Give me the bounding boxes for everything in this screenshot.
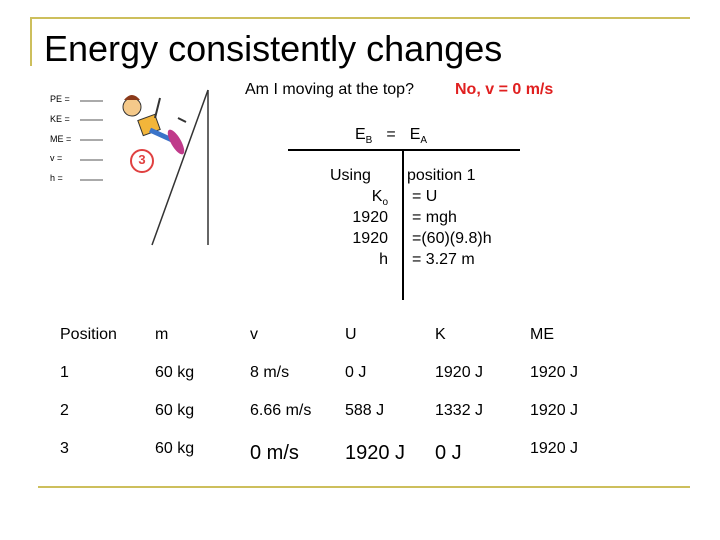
figure-label: h = <box>50 173 63 184</box>
table-row: 2 60 kg 6.66 m/s 588 J 1332 J 1920 J <box>50 394 610 432</box>
eq-right-sub: A <box>420 135 428 147</box>
table-cell: 1920 J <box>435 364 484 381</box>
work-left: Ko <box>372 188 388 208</box>
table-cell: 8 m/s <box>250 364 290 381</box>
work-right: = 3.27 m <box>412 251 475 268</box>
work-right: = U <box>412 188 438 205</box>
header-cell: v <box>250 326 258 343</box>
eq-left-sub: B <box>365 135 373 147</box>
position-number: 3 <box>138 152 146 167</box>
work-left-text: h <box>379 251 388 268</box>
table-cell: 60 kg <box>155 402 195 419</box>
header-cell: ME <box>530 326 554 343</box>
header-cell: K <box>435 326 446 343</box>
table-cell: 2 <box>60 402 69 419</box>
table-cell: 6.66 m/s <box>250 402 312 419</box>
energy-equation: EB = EA <box>355 126 427 146</box>
work-left-text: 1920 <box>352 230 388 247</box>
title: Energy consistently changes <box>44 28 503 69</box>
header-cell: m <box>155 326 169 343</box>
table-cell: 60 kg <box>155 440 195 457</box>
work-left-text: 1920 <box>352 209 388 226</box>
table-cell: 1920 J <box>530 364 579 381</box>
figure-label: PE = <box>50 94 70 104</box>
table-cell: 0 J <box>345 364 367 381</box>
table-cell: 0 J <box>435 442 462 464</box>
figure-label: v = <box>50 153 63 164</box>
incline <box>151 89 209 246</box>
table-cell: 1920 J <box>530 402 579 419</box>
eq-right: E <box>409 126 421 143</box>
table-cell: 1920 J <box>345 442 406 464</box>
work-left: h <box>379 251 388 269</box>
work-right: position 1 <box>407 167 476 184</box>
question: Am I moving at the top? <box>245 81 414 98</box>
table-cell: 60 kg <box>155 364 195 381</box>
table-cell: 588 J <box>345 402 385 419</box>
work-right: =(60)(9.8)h <box>412 230 492 247</box>
energy-table: Position m v U K ME 1 60 kg 8 m/s 0 J 1920 J 1920 J… <box>50 318 610 473</box>
eq-left: E <box>355 126 366 143</box>
figure-label: KE = <box>50 113 70 124</box>
eq-op: = <box>386 126 396 143</box>
work-left-text: K <box>371 188 383 205</box>
table-row: 3 60 kg 0 m/s 1920 J 0 J 1920 J <box>50 432 610 473</box>
answer: No, v = 0 m/s <box>455 81 554 98</box>
work-left: Using <box>330 167 371 184</box>
work-left: 1920 <box>352 209 388 227</box>
table-cell: 3 <box>60 440 69 457</box>
work-left: 1920 <box>352 230 388 248</box>
table-header-row: Position m v U K ME <box>50 318 610 356</box>
table-cell: 0 m/s <box>250 442 299 464</box>
label-blanks <box>80 100 103 181</box>
work-right: = mgh <box>412 209 457 226</box>
table-cell: 1920 J <box>530 440 579 457</box>
header-cell: Position <box>60 326 117 343</box>
position-circle <box>130 149 154 173</box>
table-cell: 1332 J <box>435 402 484 419</box>
table-cell: 1 <box>60 364 69 381</box>
work-subscript: o <box>382 197 388 209</box>
figure-label: ME = <box>50 133 72 144</box>
table-row: 1 60 kg 8 m/s 0 J 1920 J 1920 J <box>50 356 610 394</box>
header-cell: U <box>345 326 357 343</box>
skater <box>122 95 187 155</box>
